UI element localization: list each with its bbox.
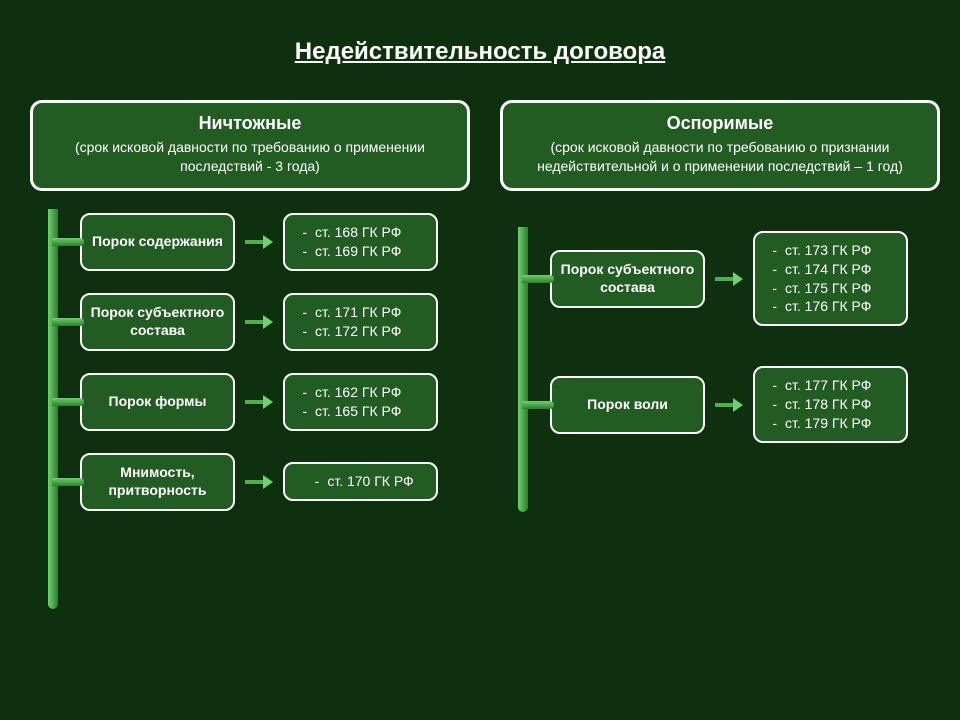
- article-line: -ст. 165 ГК РФ: [299, 402, 426, 421]
- defect-box: Порок воли: [550, 376, 705, 434]
- arrow-icon: [715, 398, 743, 412]
- articles-box: -ст. 170 ГК РФ: [283, 462, 438, 501]
- branches-voidable: Порок субъектного состава -ст. 173 ГК РФ…: [500, 231, 940, 443]
- branch-row: Порок содержания -ст. 168 ГК РФ -ст. 169…: [80, 213, 470, 271]
- article-line: -ст. 176 ГК РФ: [769, 297, 896, 316]
- branch-connector: [52, 238, 84, 246]
- branch-connector: [522, 275, 554, 283]
- article-text: ст. 168 ГК РФ: [315, 223, 401, 242]
- article-line: -ст. 162 ГК РФ: [299, 383, 426, 402]
- article-line: -ст. 173 ГК РФ: [769, 241, 896, 260]
- defect-box: Порок содержания: [80, 213, 235, 271]
- header-voidable-title: Оспоримые: [519, 113, 921, 134]
- article-text: ст. 172 ГК РФ: [315, 322, 401, 341]
- page-title: Недействительность договора: [0, 38, 960, 66]
- header-voidable: Оспоримые (срок исковой давности по треб…: [500, 100, 940, 191]
- articles-box: -ст. 168 ГК РФ -ст. 169 ГК РФ: [283, 213, 438, 271]
- article-text: ст. 179 ГК РФ: [785, 414, 871, 433]
- trunk-void: [48, 209, 58, 609]
- branch-row: Мнимость, притворность -ст. 170 ГК РФ: [80, 453, 470, 511]
- article-text: ст. 170 ГК РФ: [327, 472, 413, 491]
- article-text: ст. 171 ГК РФ: [315, 303, 401, 322]
- article-line: -ст. 169 ГК РФ: [299, 242, 426, 261]
- article-text: ст. 169 ГК РФ: [315, 242, 401, 261]
- header-void: Ничтожные (срок исковой давности по треб…: [30, 100, 470, 191]
- article-line: -ст. 172 ГК РФ: [299, 322, 426, 341]
- branch-row: Порок субъектного состава -ст. 171 ГК РФ…: [80, 293, 470, 351]
- articles-box: -ст. 177 ГК РФ -ст. 178 ГК РФ -ст. 179 Г…: [753, 366, 908, 443]
- branch-connector: [52, 478, 84, 486]
- column-voidable: Оспоримые (срок исковой давности по треб…: [500, 100, 940, 443]
- column-void: Ничтожные (срок исковой давности по треб…: [30, 100, 470, 511]
- defect-box: Порок субъектного состава: [550, 250, 705, 308]
- branch-connector: [52, 318, 84, 326]
- article-text: ст. 176 ГК РФ: [785, 297, 871, 316]
- branches-void: Порок содержания -ст. 168 ГК РФ -ст. 169…: [30, 213, 470, 511]
- article-line: -ст. 171 ГК РФ: [299, 303, 426, 322]
- arrow-icon: [245, 395, 273, 409]
- article-line: -ст. 168 ГК РФ: [299, 223, 426, 242]
- branch-connector: [522, 401, 554, 409]
- article-text: ст. 174 ГК РФ: [785, 260, 871, 279]
- articles-box: -ст. 173 ГК РФ -ст. 174 ГК РФ -ст. 175 Г…: [753, 231, 908, 327]
- header-void-title: Ничтожные: [49, 113, 451, 134]
- article-line: -ст. 179 ГК РФ: [769, 414, 896, 433]
- article-line: -ст. 175 ГК РФ: [769, 279, 896, 298]
- defect-box: Порок субъектного состава: [80, 293, 235, 351]
- articles-box: -ст. 171 ГК РФ -ст. 172 ГК РФ: [283, 293, 438, 351]
- article-text: ст. 162 ГК РФ: [315, 383, 401, 402]
- arrow-icon: [245, 315, 273, 329]
- branch-row: Порок субъектного состава -ст. 173 ГК РФ…: [550, 231, 940, 327]
- article-line: -ст. 178 ГК РФ: [769, 395, 896, 414]
- article-line: -ст. 174 ГК РФ: [769, 260, 896, 279]
- defect-box: Мнимость, притворность: [80, 453, 235, 511]
- article-text: ст. 173 ГК РФ: [785, 241, 871, 260]
- articles-box: -ст. 162 ГК РФ -ст. 165 ГК РФ: [283, 373, 438, 431]
- article-text: ст. 165 ГК РФ: [315, 402, 401, 421]
- article-line: -ст. 177 ГК РФ: [769, 376, 896, 395]
- trunk-voidable: [518, 227, 528, 512]
- arrow-icon: [245, 475, 273, 489]
- article-text: ст. 175 ГК РФ: [785, 279, 871, 298]
- article-text: ст. 178 ГК РФ: [785, 395, 871, 414]
- header-voidable-sub: (срок исковой давности по требованию о п…: [519, 138, 921, 176]
- arrow-icon: [715, 272, 743, 286]
- arrow-icon: [245, 235, 273, 249]
- article-line: -ст. 170 ГК РФ: [299, 472, 426, 491]
- branch-row: Порок формы -ст. 162 ГК РФ -ст. 165 ГК Р…: [80, 373, 470, 431]
- branch-connector: [52, 398, 84, 406]
- header-void-sub: (срок исковой давности по требованию о п…: [49, 138, 451, 176]
- defect-box: Порок формы: [80, 373, 235, 431]
- article-text: ст. 177 ГК РФ: [785, 376, 871, 395]
- branch-row: Порок воли -ст. 177 ГК РФ -ст. 178 ГК РФ…: [550, 366, 940, 443]
